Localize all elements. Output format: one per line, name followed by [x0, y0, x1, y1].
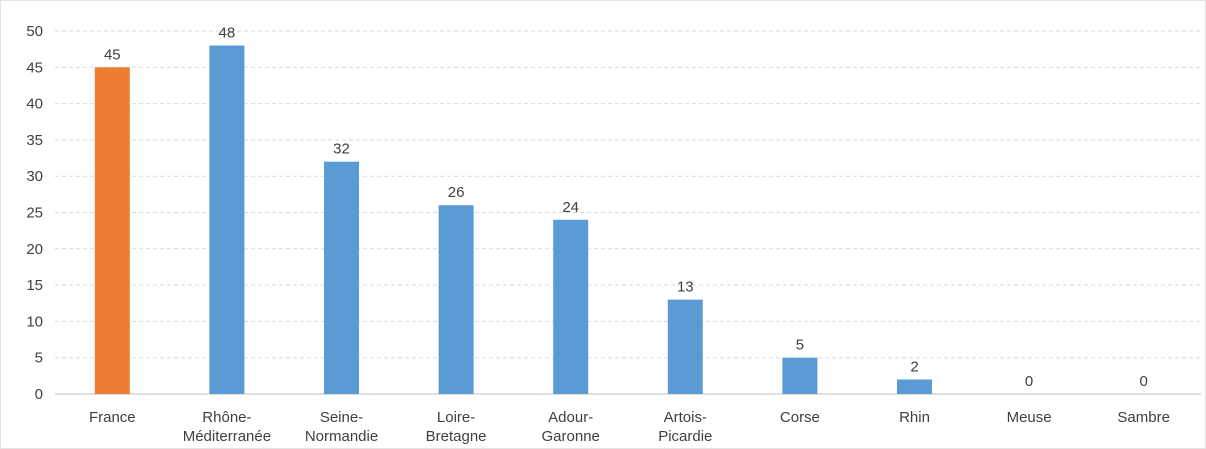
category-label-line: Seine-: [320, 409, 363, 426]
category-label-line: Rhin: [899, 409, 930, 426]
y-tick-label-35: 35: [26, 132, 43, 149]
category-label-line: France: [89, 409, 136, 426]
y-tick-label-30: 30: [26, 168, 43, 185]
data-label-9: 0: [1140, 373, 1148, 390]
category-label-line: Picardie: [658, 428, 712, 445]
y-tick-label-15: 15: [26, 277, 43, 294]
category-label-1: Rhône- Méditerranée: [183, 409, 271, 445]
y-tick-label-10: 10: [26, 313, 43, 330]
category-label-5: Artois- Picardie: [658, 409, 712, 445]
data-label-6: 5: [796, 337, 804, 354]
bars: [94, 45, 932, 395]
data-label-4: 24: [562, 199, 579, 216]
category-label-line: Meuse: [1007, 409, 1052, 426]
y-tick-label-45: 45: [26, 59, 43, 76]
category-label-line: Méditerranée: [183, 428, 271, 445]
bar-3: [438, 205, 474, 394]
bar-4: [553, 219, 589, 394]
category-label-8: Meuse: [1007, 409, 1052, 426]
y-tick-label-40: 40: [26, 96, 43, 113]
y-tick-label-0: 0: [35, 386, 43, 403]
category-label-3: Loire- Bretagne: [426, 409, 487, 445]
data-label-2: 32: [333, 141, 350, 158]
category-label-line: Loire-: [437, 409, 475, 426]
bar-0: [94, 67, 130, 395]
category-label-line: Artois-: [664, 409, 707, 426]
y-tick-label-5: 5: [35, 350, 43, 367]
category-label-line: Corse: [780, 409, 820, 426]
data-label-3: 26: [448, 184, 465, 201]
y-tick-label-20: 20: [26, 241, 43, 258]
bar-1: [209, 45, 245, 395]
bar-2: [324, 161, 359, 394]
category-label-line: Sambre: [1117, 409, 1170, 426]
data-label-1: 48: [219, 25, 236, 42]
data-labels: 45 48 32 26 24 13 5 2 0 0: [104, 25, 1148, 390]
gridlines: [55, 30, 1201, 359]
category-labels: France Rhône- Méditerranée Seine- Normandie L…: [89, 409, 1170, 445]
bar-6: [782, 357, 818, 394]
data-label-7: 2: [910, 358, 918, 375]
bar-5: [667, 299, 703, 394]
category-label-line: Normandie: [305, 428, 378, 445]
y-tick-labels: 0 5 10 15 20 25 30 35 40 45 50: [26, 23, 43, 403]
category-label-4: Adour- Garonne: [542, 409, 600, 445]
category-label-2: Seine- Normandie: [305, 409, 378, 445]
y-tick-label-25: 25: [26, 205, 43, 222]
data-label-5: 13: [677, 279, 694, 296]
category-label-line: Bretagne: [426, 428, 487, 445]
category-label-7: Rhin: [899, 409, 930, 426]
category-label-line: Rhône-: [202, 409, 251, 426]
data-label-8: 0: [1025, 373, 1033, 390]
category-label-0: France: [89, 409, 136, 426]
data-label-0: 45: [104, 46, 121, 63]
category-label-line: Garonne: [542, 428, 600, 445]
y-tick-label-50: 50: [26, 23, 43, 40]
category-label-line: Adour-: [548, 409, 593, 426]
bar-7: [897, 379, 932, 394]
category-label-9: Sambre: [1117, 409, 1170, 426]
category-label-6: Corse: [780, 409, 820, 426]
